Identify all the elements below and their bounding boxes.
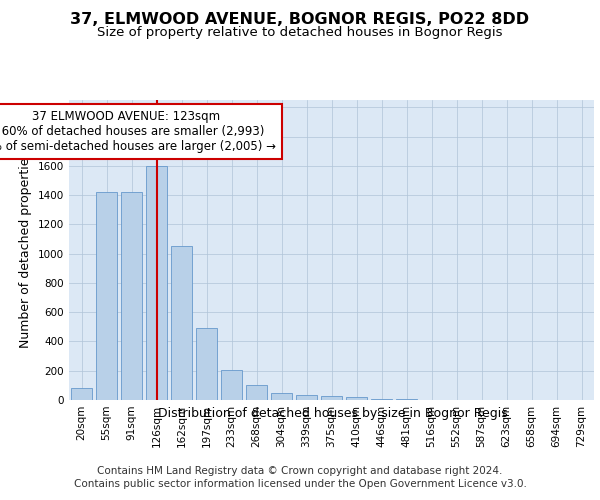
Bar (346, 397, 367, 400)
Bar (371, 399, 392, 400)
Text: 37 ELMWOOD AVENUE: 123sqm
← 60% of detached houses are smaller (2,993)
40% of se: 37 ELMWOOD AVENUE: 123sqm ← 60% of detac… (0, 110, 277, 153)
Bar (96, 192, 117, 400)
Bar (71, 388, 92, 400)
Bar (271, 394, 292, 400)
Bar (296, 395, 317, 400)
Text: Contains public sector information licensed under the Open Government Licence v3: Contains public sector information licen… (74, 479, 526, 489)
Bar (121, 192, 142, 400)
Text: 37, ELMWOOD AVENUE, BOGNOR REGIS, PO22 8DD: 37, ELMWOOD AVENUE, BOGNOR REGIS, PO22 8… (70, 12, 530, 28)
Text: Contains HM Land Registry data © Crown copyright and database right 2024.: Contains HM Land Registry data © Crown c… (97, 466, 503, 476)
Bar (221, 370, 242, 400)
Text: Size of property relative to detached houses in Bognor Regis: Size of property relative to detached ho… (97, 26, 503, 39)
Y-axis label: Number of detached properties: Number of detached properties (19, 152, 32, 348)
Bar (171, 246, 192, 400)
Bar (146, 166, 167, 400)
Bar (321, 396, 342, 400)
Bar (246, 384, 267, 400)
Bar (196, 328, 217, 400)
Text: Distribution of detached houses by size in Bognor Regis: Distribution of detached houses by size … (158, 408, 508, 420)
